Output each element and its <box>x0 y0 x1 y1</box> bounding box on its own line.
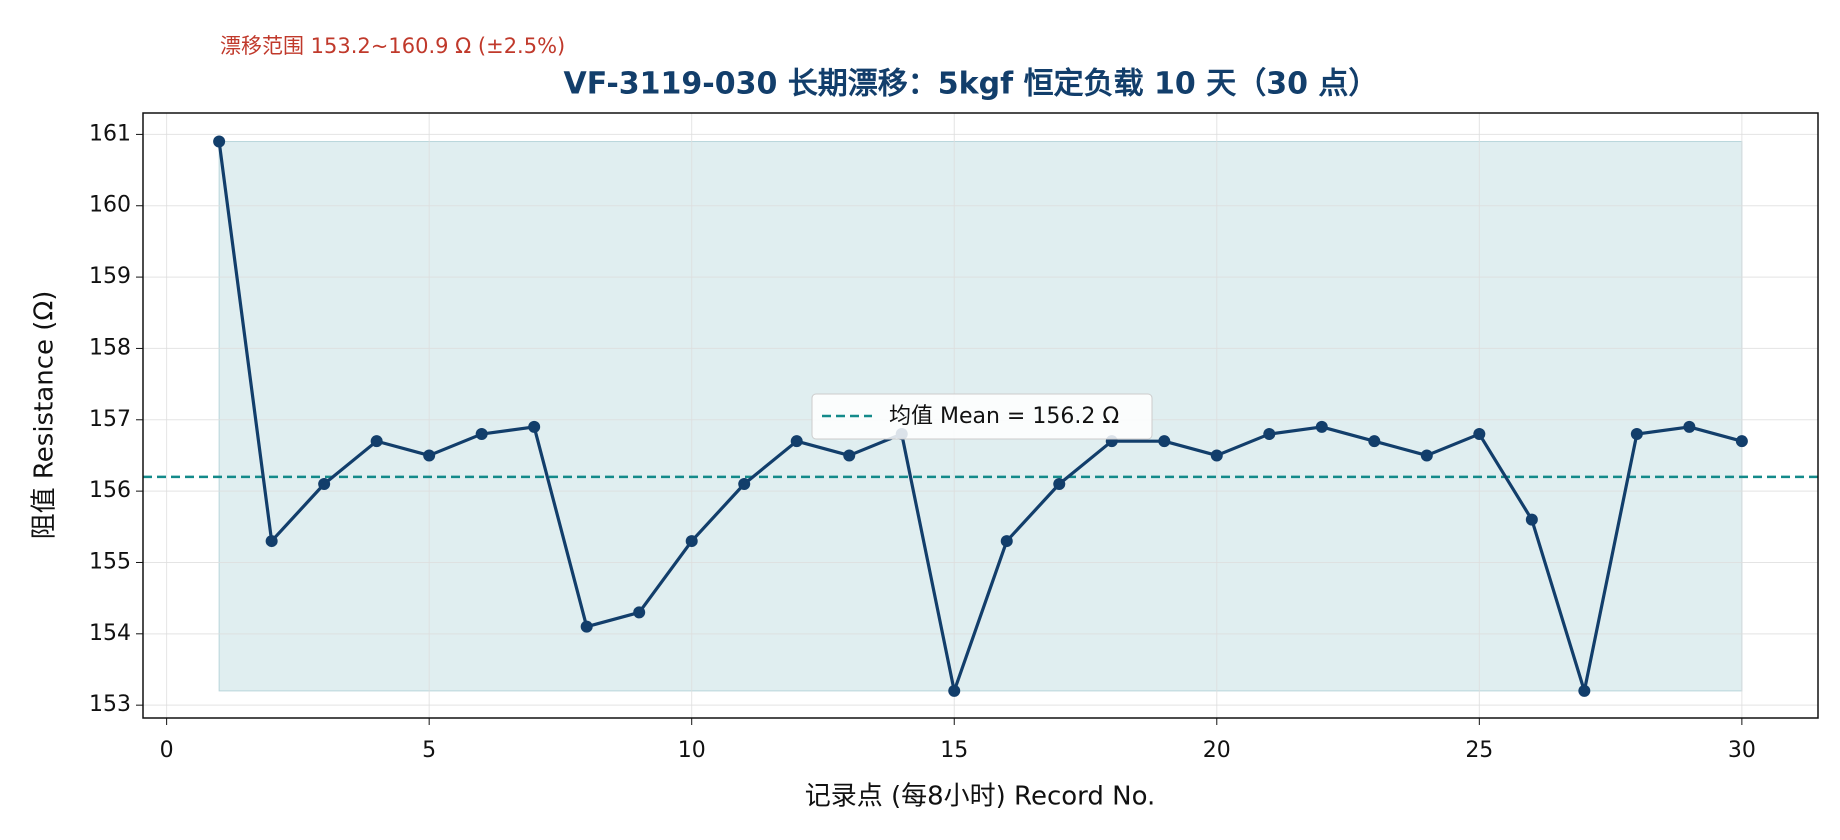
data-point <box>475 428 488 441</box>
y-tick-label: 161 <box>89 121 131 146</box>
plot-frame <box>142 112 1819 719</box>
data-point <box>1000 535 1013 548</box>
data-point <box>528 420 541 433</box>
data-line <box>217 141 1743 693</box>
data-point <box>318 477 331 490</box>
data-point <box>1630 428 1643 441</box>
x-tick-label: 0 <box>160 738 174 763</box>
x-tick-label: 5 <box>422 738 436 763</box>
x-tick-label: 30 <box>1728 738 1756 763</box>
data-point <box>1263 428 1276 441</box>
x-tick-label: 10 <box>678 738 706 763</box>
data-point <box>1368 435 1381 448</box>
data-point <box>1473 428 1486 441</box>
data-point <box>843 449 856 462</box>
data-point <box>948 684 961 697</box>
x-tick-label: 25 <box>1465 738 1493 763</box>
data-point <box>1420 449 1433 462</box>
x-tick-label: 15 <box>940 738 968 763</box>
legend-label: 均值 Mean = 156.2 Ω <box>889 404 1119 429</box>
data-point <box>370 435 383 448</box>
x-tick-label: 20 <box>1203 738 1231 763</box>
annotation: 漂移范围 153.2~160.9 Ω (±2.5%) <box>220 34 565 58</box>
legend-box <box>811 393 1153 440</box>
y-tick-label: 159 <box>89 264 131 289</box>
data-point <box>580 620 593 633</box>
data-point <box>1158 435 1171 448</box>
data-point <box>685 535 698 548</box>
y-tick-label: 153 <box>89 692 131 717</box>
y-tick-label: 154 <box>89 621 131 646</box>
data-point <box>738 477 751 490</box>
x-axis-label: 记录点 (每8小时) Record No. <box>805 782 1156 812</box>
y-tick-label: 160 <box>89 193 131 218</box>
data-point <box>265 535 278 548</box>
chart-title: VF-3119-030 长期漂移：5kgf 恒定负载 10 天（30 点） <box>564 67 1379 102</box>
data-point <box>423 449 436 462</box>
data-point <box>633 606 646 619</box>
y-tick-label: 157 <box>89 407 131 432</box>
data-point <box>1578 684 1591 697</box>
data-point <box>1683 420 1696 433</box>
y-tick-label: 155 <box>89 549 131 574</box>
data-point <box>1525 513 1538 526</box>
data-point <box>1053 477 1066 490</box>
data-point <box>790 435 803 448</box>
data-point <box>1315 420 1328 433</box>
y-axis-label: 阻值 Resistance (Ω) <box>30 291 60 540</box>
data-point <box>213 135 226 148</box>
data-point <box>1735 435 1748 448</box>
y-tick-label: 156 <box>89 478 131 503</box>
y-tick-label: 158 <box>89 335 131 360</box>
legend: 均值 Mean = 156.2 Ω <box>811 393 1153 440</box>
data-point <box>1210 449 1223 462</box>
